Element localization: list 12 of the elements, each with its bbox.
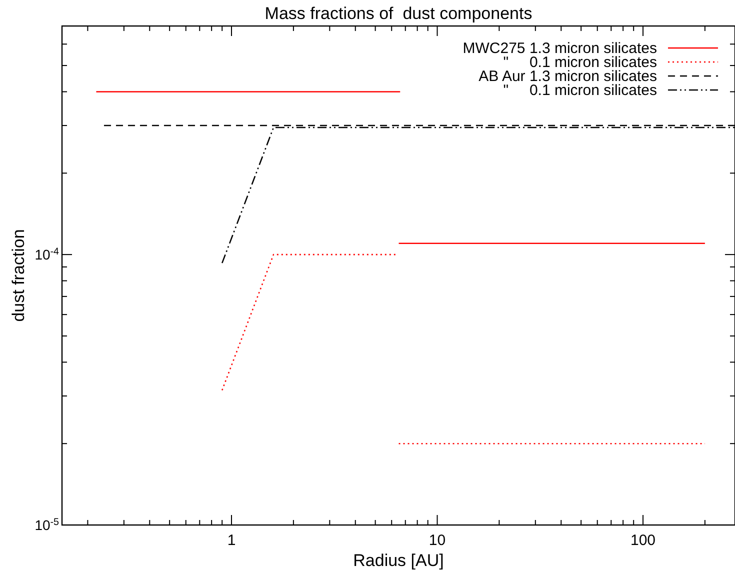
y-axis-title: dust fraction — [9, 229, 28, 322]
legend-label: MWC275 1.3 micron silicates — [462, 40, 657, 57]
x-tick-label: 1 — [227, 532, 236, 549]
y-tick-label: 10$^{-5}$ — [34, 516, 60, 533]
x-tick-label: 10 — [428, 532, 446, 549]
x-tick-label: 100 — [630, 532, 656, 549]
legend-label: AB Aur 1.3 micron silicates — [478, 68, 657, 85]
x-axis-title: Radius [AU] — [353, 551, 444, 570]
chart-title: Mass fractions of dust components — [264, 4, 532, 23]
legend-label: " 0.1 micron silicates — [503, 82, 657, 99]
legend-label: " 0.1 micron silicates — [503, 54, 657, 71]
y-tick-label: 10$^{-4}$ — [34, 246, 60, 263]
